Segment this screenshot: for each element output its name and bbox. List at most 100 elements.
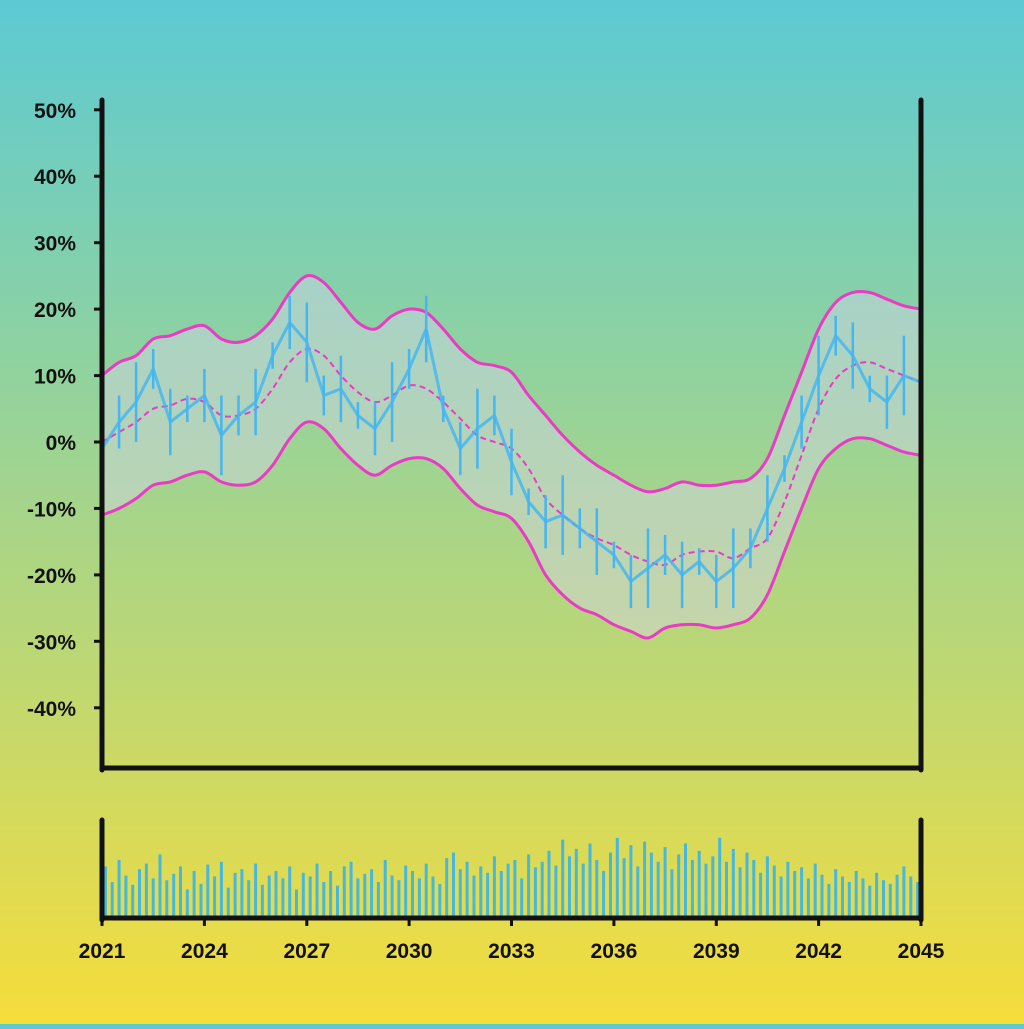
volume-bar	[704, 863, 708, 917]
volume-bar	[308, 876, 312, 917]
volume-bar	[124, 875, 128, 917]
y-tick-labels: 50% 40% 30% 20% 10% 0% -10% -20% -30% -40%	[27, 100, 102, 721]
x-tick-label: 2033	[488, 940, 535, 963]
volume-bar	[561, 839, 565, 917]
volume-bar	[226, 887, 230, 917]
volume-bar	[274, 871, 278, 917]
x-tick-label: 2036	[591, 940, 638, 963]
volume-bar	[336, 885, 339, 917]
volume-bar	[718, 837, 722, 917]
volume-bar	[151, 878, 155, 917]
volume-bar	[472, 875, 476, 917]
volume-bar	[847, 882, 851, 917]
volume-bar	[315, 863, 319, 917]
volume-bar	[513, 860, 517, 917]
volume-bar	[165, 880, 169, 917]
y-tick-label: -10%	[27, 498, 76, 521]
volume-bar	[206, 864, 210, 917]
volume-bar	[547, 850, 551, 917]
volume-bar	[649, 852, 653, 917]
volume-bar	[376, 882, 380, 917]
volume-bar	[431, 876, 435, 917]
volume-bar	[574, 848, 578, 917]
volume-bar	[219, 861, 223, 917]
volume-bar	[390, 875, 394, 917]
volume-bar	[267, 875, 271, 917]
volume-bar	[595, 860, 599, 917]
volume-bar	[725, 861, 728, 917]
volume-bar	[438, 883, 442, 917]
volume-bar	[813, 863, 817, 917]
volume-bar	[131, 884, 135, 917]
y-tick-label: 20%	[34, 299, 76, 322]
volume-bar	[185, 889, 189, 917]
volume-bar	[103, 866, 107, 917]
volume-bar	[492, 856, 496, 917]
x-tick-label: 2027	[283, 940, 330, 963]
volume-bar	[110, 882, 114, 917]
upper-band-line	[101, 274, 922, 494]
volume-bar	[527, 854, 531, 917]
volume-bar	[349, 861, 353, 917]
volume-bar	[834, 869, 838, 917]
volume-bar	[636, 866, 640, 917]
volume-bar	[363, 873, 367, 917]
volume-bar	[138, 869, 141, 917]
volume-bar	[827, 883, 831, 917]
volume-bar	[841, 876, 844, 917]
volume-bar	[806, 878, 810, 917]
volume-bar	[397, 880, 401, 917]
volume-bar	[424, 863, 428, 917]
volume-bar	[731, 848, 735, 917]
volume-bar	[861, 878, 865, 917]
volume-bar	[342, 866, 346, 917]
volume-bar	[540, 861, 544, 917]
volume-bar	[506, 863, 510, 917]
volume-bar	[465, 861, 469, 917]
x-tick-label: 2024	[181, 940, 228, 963]
volume-bar	[820, 874, 824, 917]
volume-bar	[417, 878, 421, 917]
volume-bar	[179, 866, 182, 917]
volume-bar	[199, 883, 203, 917]
y-tick-label: 10%	[34, 366, 76, 389]
volume-bar	[445, 858, 449, 917]
volume-bar	[677, 854, 681, 917]
volume-bar	[288, 866, 292, 917]
y-tick-label: 30%	[34, 233, 76, 256]
volume-bar	[458, 869, 462, 917]
volume-bar	[329, 871, 333, 917]
y-tick-label: -40%	[27, 698, 76, 721]
volume-bar	[158, 854, 162, 917]
x-tick-label: 2030	[386, 940, 433, 963]
volume-bar	[117, 860, 121, 917]
volume-bar	[568, 856, 571, 917]
volume-bar	[765, 856, 769, 917]
volume-bar	[615, 837, 619, 917]
volume-bar	[670, 869, 674, 917]
volume-bar	[902, 866, 906, 917]
volume-bar	[554, 865, 558, 917]
volume-bar	[854, 871, 858, 917]
volume-bar	[793, 871, 797, 917]
volume-bar	[370, 869, 374, 917]
volume-bar	[281, 878, 285, 917]
volume-bar	[533, 867, 537, 917]
volume-bar	[213, 876, 217, 917]
lower-band-line	[101, 420, 922, 640]
volume-bar	[868, 885, 872, 917]
volume-bar	[301, 872, 305, 917]
volume-bar	[233, 872, 237, 917]
x-tick-label: 2021	[79, 940, 126, 963]
x-tick-label: 2039	[693, 940, 740, 963]
volume-bar	[356, 878, 360, 917]
volume-bar	[486, 872, 490, 917]
volume-bar	[629, 845, 633, 917]
volume-bar	[520, 878, 524, 917]
volume-bar	[684, 843, 687, 917]
volume-bar	[254, 863, 258, 917]
volume-bar	[588, 843, 592, 917]
volume-bar	[745, 852, 749, 917]
